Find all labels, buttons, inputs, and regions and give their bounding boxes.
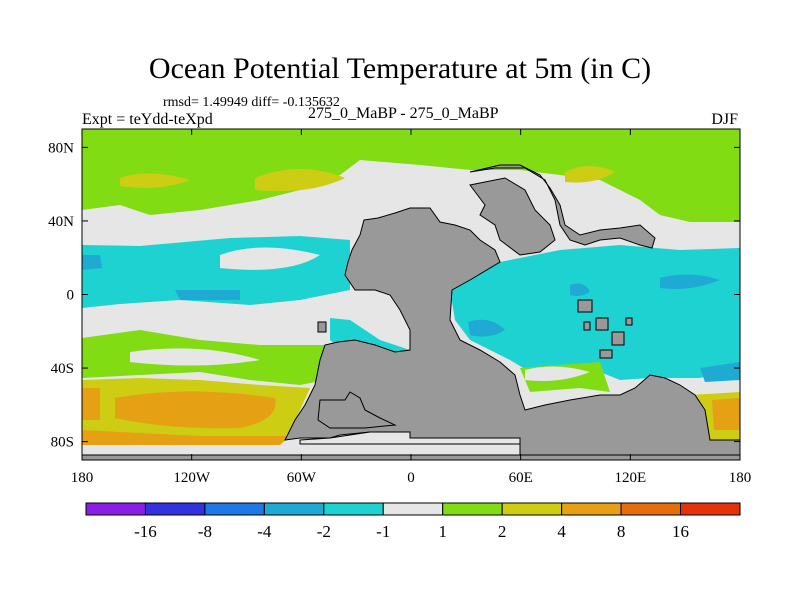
- tethys-blue-2: [570, 283, 590, 296]
- colorbar-label: 2: [498, 522, 507, 541]
- colorbar-label: -8: [198, 522, 212, 541]
- y-tick-label: 40S: [51, 361, 74, 377]
- x-tick-label: 180: [71, 470, 94, 486]
- y-tick-label: 0: [67, 288, 75, 304]
- east-islands: [577, 299, 633, 359]
- tethys-blue-3: [660, 274, 720, 289]
- colorbar-swatch: [85, 502, 146, 516]
- colorbar-label: -4: [257, 522, 272, 541]
- x-tick-label: 120W: [173, 470, 211, 486]
- antarctic-peninsula: [317, 391, 397, 429]
- tethys-white-patch: [525, 366, 590, 381]
- x-tick-label: 0: [407, 470, 415, 486]
- colorbar-label: -1: [376, 522, 390, 541]
- x-tick-label: 60W: [287, 470, 317, 486]
- arctic-yellow-patch-1: [255, 169, 345, 192]
- colorbar-swatch: [442, 502, 503, 516]
- colorbar-label: -16: [134, 522, 157, 541]
- colorbar-label: -2: [317, 522, 331, 541]
- experiment-label: Expt = teYdd-teXpd: [82, 111, 213, 128]
- x-axis: 180 120W 60W 0 60E 120E 180: [71, 129, 752, 486]
- antarctic-white-shelf: [299, 431, 521, 445]
- colorbar: -16 -8 -4 -2 -1 1 2 4 8 16: [85, 502, 741, 541]
- x-tick-label: 60E: [509, 470, 533, 486]
- colorbar-swatch: [561, 502, 622, 516]
- south-pacific-white: [130, 348, 260, 366]
- north-landmass: [469, 164, 656, 256]
- season-label: DJF: [711, 111, 738, 128]
- x-tick-label: 120E: [614, 470, 646, 486]
- colorbar-label: 1: [438, 522, 447, 541]
- south-pacific-white-2: [250, 319, 300, 328]
- colorbar-label: 8: [617, 522, 626, 541]
- colorbar-swatch: [680, 502, 741, 516]
- y-tick-label: 80N: [48, 140, 74, 156]
- arctic-green-region: [82, 129, 740, 222]
- tethys-blue-4: [700, 362, 740, 382]
- north-pacific-white-blob: [220, 247, 320, 270]
- colorbar-swatch: [204, 502, 265, 516]
- arctic-yellow-patch-3: [120, 173, 190, 188]
- colorbar-swatch: [144, 502, 206, 516]
- colorbar-label: 16: [672, 522, 689, 541]
- colorbar-swatch: [263, 502, 325, 516]
- tropical-pacific-blue-2: [175, 290, 240, 300]
- map-field: [82, 129, 740, 460]
- antarctic-coast-orange: [82, 430, 290, 445]
- period-label: 275_0_MaBP - 275_0_MaBP: [308, 105, 499, 122]
- y-axis: 80N 40N 0 40S 80S: [48, 140, 740, 451]
- y-tick-label: 80S: [51, 435, 74, 451]
- southern-ocean-east-orange: [712, 398, 740, 430]
- stats-line: rmsd= 1.49949 diff= -0.135632: [163, 95, 340, 110]
- colorbar-swatch: [620, 502, 682, 516]
- x-tick-label: 180: [729, 470, 752, 486]
- southern-ocean-orange: [82, 388, 276, 429]
- tropical-pacific-blue-1: [82, 255, 102, 270]
- colorbar-swatch: [382, 502, 444, 516]
- colorbar-swatch: [501, 502, 563, 516]
- pangaea-main: [284, 207, 740, 460]
- colorbar-label: 4: [557, 522, 566, 541]
- chart-title: Ocean Potential Temperature at 5m (in C): [148, 52, 652, 85]
- colorbar-swatch: [323, 502, 384, 516]
- tethys-blue-1: [468, 319, 505, 337]
- arctic-yellow-patch-2: [565, 166, 615, 183]
- west-island-1: [317, 321, 327, 333]
- y-tick-label: 40N: [48, 214, 74, 230]
